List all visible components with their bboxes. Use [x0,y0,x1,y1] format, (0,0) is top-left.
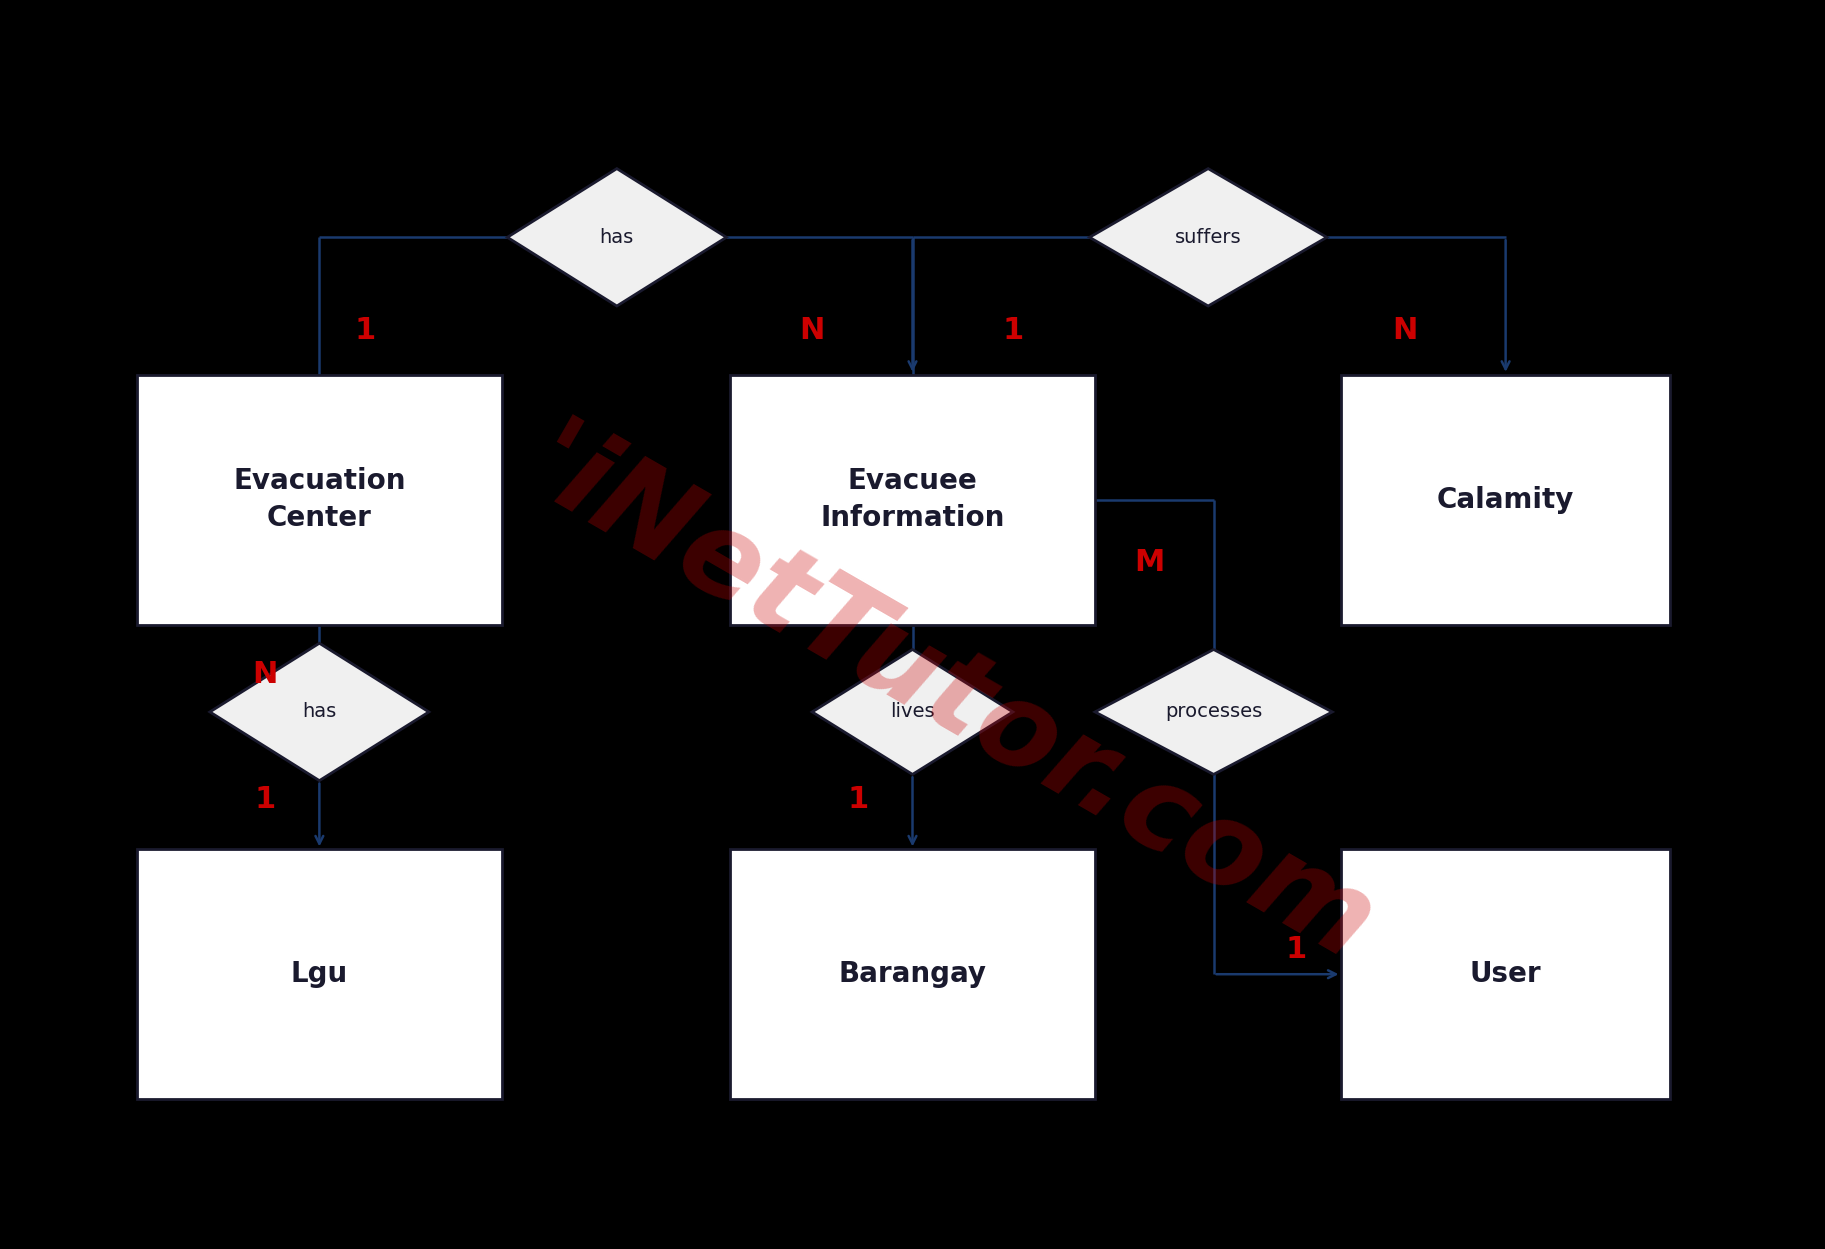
Text: N: N [252,659,277,689]
Text: 'iNetTutor.com: 'iNetTutor.com [506,410,1392,989]
Bar [1341,849,1670,1099]
Polygon shape [507,169,726,306]
Polygon shape [210,643,429,781]
Text: 1: 1 [1002,316,1024,346]
Text: has: has [303,702,336,722]
Polygon shape [812,649,1013,774]
Text: Calamity: Calamity [1436,486,1575,513]
Text: processes: processes [1164,702,1263,722]
Text: suffers: suffers [1175,227,1241,247]
Bar [730,849,1095,1099]
Text: Barangay: Barangay [838,960,987,988]
Bar [137,375,502,624]
Text: lives: lives [891,702,934,722]
Text: N: N [1392,316,1418,346]
Text: 1: 1 [354,316,376,346]
Text: Evacuee
Information: Evacuee Information [819,467,1006,532]
Text: has: has [600,227,633,247]
Bar [730,375,1095,624]
Text: 1: 1 [847,784,869,814]
Text: 1: 1 [1285,934,1307,964]
Bar [137,849,502,1099]
Bar [1341,375,1670,624]
Text: Lgu: Lgu [290,960,349,988]
Polygon shape [1095,649,1332,774]
Polygon shape [1090,169,1327,306]
Text: M: M [1135,547,1164,577]
Text: User: User [1469,960,1542,988]
Text: N: N [799,316,825,346]
Text: 1: 1 [254,784,276,814]
Text: Evacuation
Center: Evacuation Center [234,467,405,532]
